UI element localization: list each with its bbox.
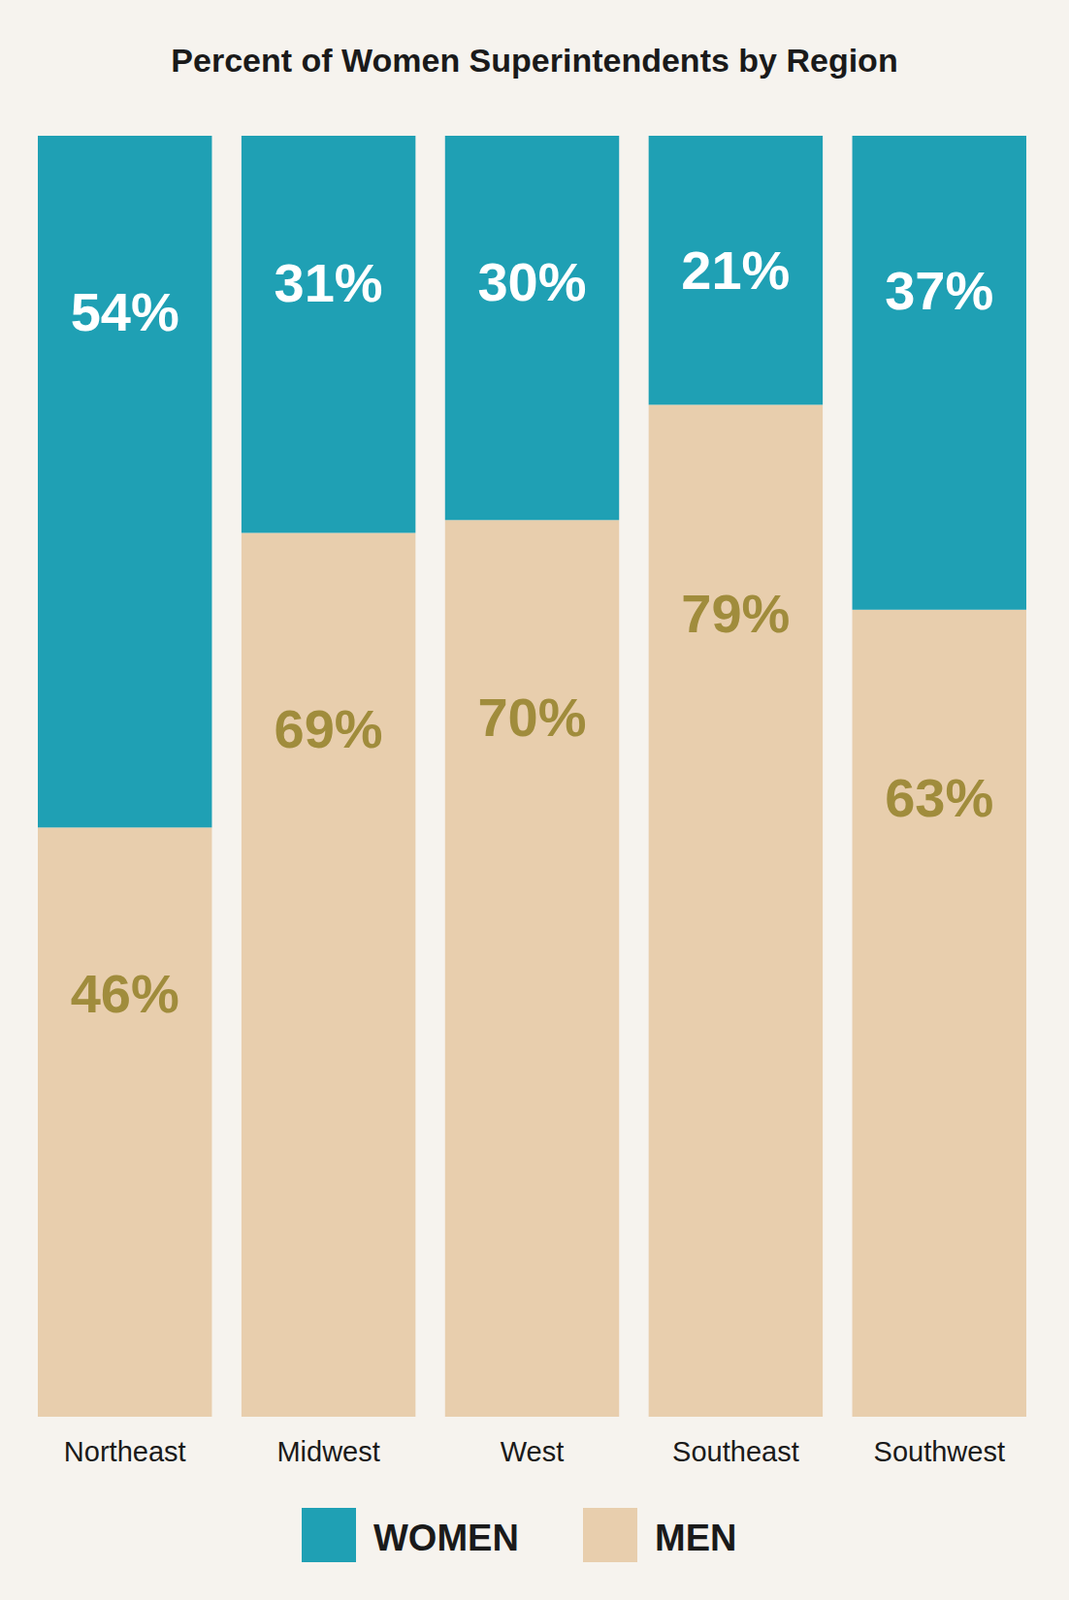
- data-labels: 46% 69% 70% 79% 63% 54% 31% 30% 21% 37%: [70, 239, 995, 1025]
- data-label: 37%: [884, 259, 994, 322]
- data-label: 69%: [274, 698, 384, 760]
- bars: [37, 135, 1027, 1418]
- bar: [852, 135, 1027, 611]
- legend-label: WOMEN: [373, 1518, 519, 1559]
- bar: [241, 533, 416, 1418]
- bar: [445, 135, 619, 520]
- bar: [648, 404, 823, 1418]
- x-tick-label: Southeast: [672, 1436, 800, 1468]
- x-tick-label: Midwest: [276, 1436, 380, 1468]
- x-tick-label: West: [500, 1436, 565, 1468]
- legend-swatch: [301, 1508, 357, 1563]
- bar: [648, 135, 823, 405]
- bar: [37, 827, 212, 1418]
- background: [0, 0, 1069, 1600]
- x-tick: West: [500, 1417, 565, 1468]
- x-tick: Southeast: [672, 1417, 800, 1468]
- bar: [852, 610, 1027, 1418]
- data-label: 30%: [477, 251, 586, 313]
- bar: [445, 519, 619, 1418]
- legend-label: MEN: [654, 1518, 737, 1559]
- data-label: 63%: [884, 767, 994, 829]
- chart: Percent of Women Superintendents by Regi…: [0, 0, 1069, 1600]
- x-tick: Southwest: [874, 1417, 1005, 1468]
- data-label: 21%: [680, 239, 790, 301]
- x-axis: Northeast Midwest West Southeast Southwest: [38, 1417, 1028, 1468]
- x-tick: Midwest: [276, 1417, 380, 1468]
- legend: WOMEN MEN: [301, 1508, 737, 1563]
- data-label: 31%: [274, 252, 384, 314]
- data-label: 46%: [70, 963, 180, 1025]
- title: Percent of Women Superintendents by Regi…: [170, 41, 898, 79]
- x-tick-label: Southwest: [874, 1436, 1005, 1468]
- x-axis-line: [38, 1417, 1028, 1419]
- legend-swatch: [583, 1508, 638, 1563]
- x-tick: Northeast: [64, 1417, 187, 1468]
- bar: [37, 135, 212, 828]
- data-label: 79%: [680, 583, 790, 645]
- data-label: 54%: [70, 281, 180, 343]
- data-label: 70%: [477, 686, 586, 748]
- x-tick-label: Northeast: [64, 1436, 187, 1468]
- bar: [241, 135, 416, 534]
